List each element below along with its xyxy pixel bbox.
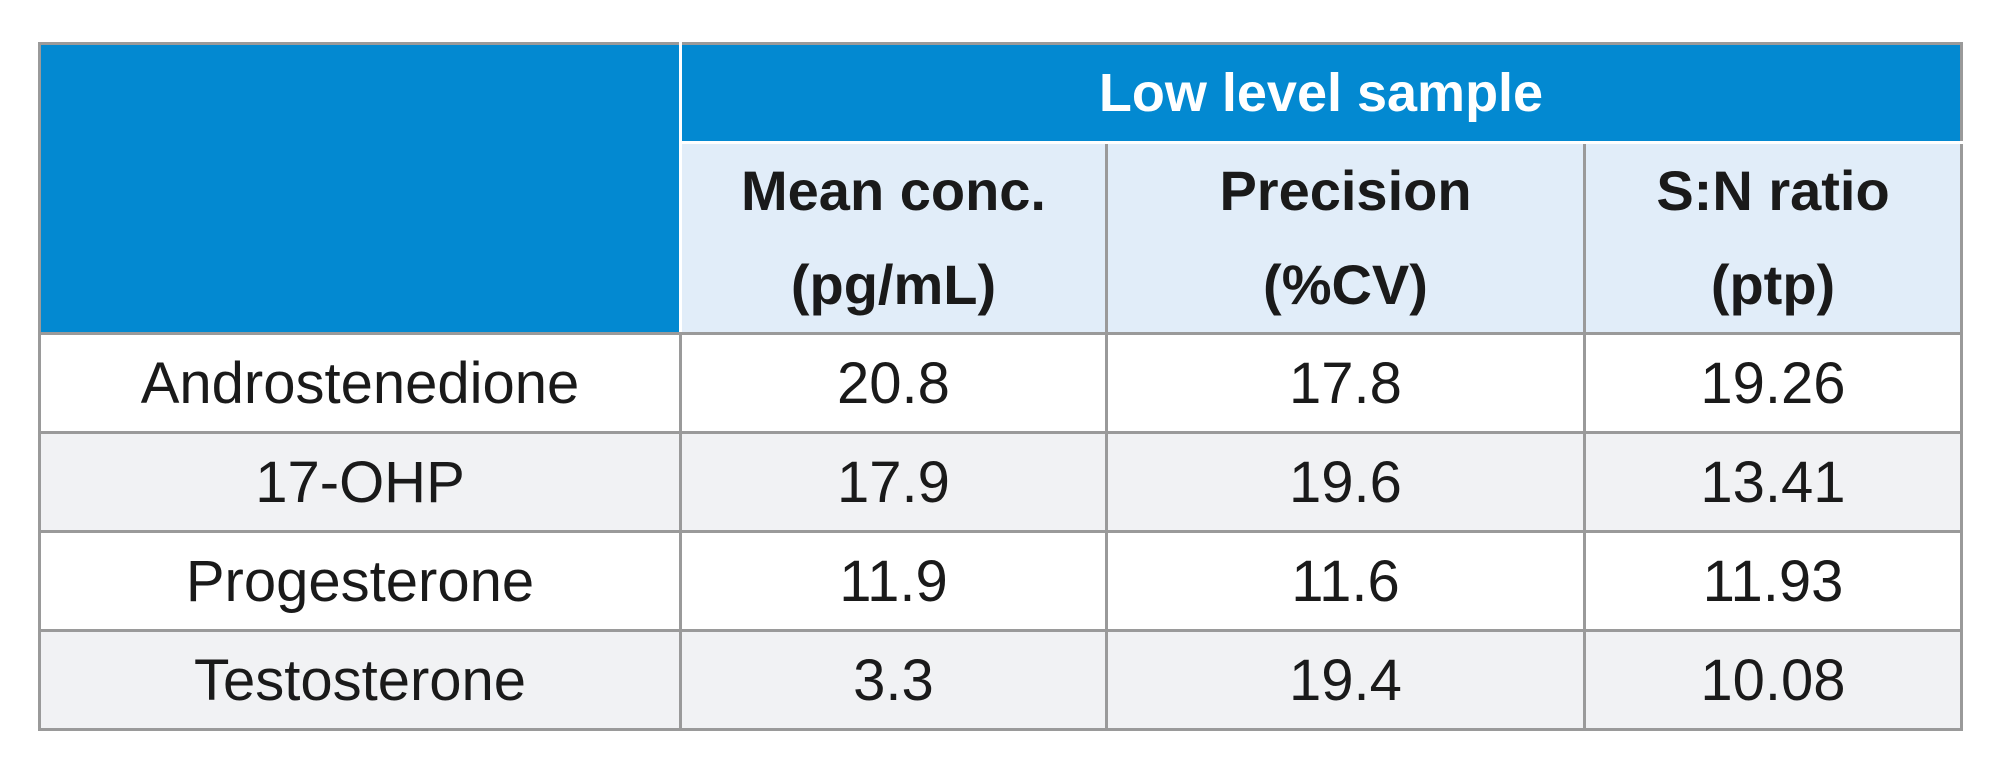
- table-cell: 10.08: [1583, 629, 1963, 731]
- column-header-line: Precision: [1219, 159, 1472, 222]
- column-header-unit: (%CV): [1263, 253, 1428, 316]
- table-row: Androstenedione 20.8 17.8 19.26: [38, 332, 1963, 434]
- header-row-columns: Mean conc. (pg/mL) Precision (%CV) S:N r…: [40, 141, 1963, 335]
- table-cell: 11.6: [1105, 530, 1586, 632]
- table-cell: 11.93: [1583, 530, 1963, 632]
- table-cell: 3.3: [679, 629, 1108, 731]
- table-row: Testosterone 3.3 19.4 10.08: [38, 629, 1963, 731]
- column-header-precision: Precision (%CV): [1105, 141, 1586, 335]
- group-header: Low level sample: [679, 42, 1963, 144]
- results-table-container: Low level sample Mean conc. (pg/mL) Prec…: [38, 42, 1963, 731]
- header-row-group: Low level sample: [38, 42, 1963, 335]
- results-table: Low level sample Mean conc. (pg/mL) Prec…: [38, 42, 1963, 731]
- table-cell: 19.6: [1105, 431, 1586, 533]
- table-row: Progesterone 11.9 11.6 11.93: [38, 530, 1963, 632]
- table-cell: 19.4: [1105, 629, 1586, 731]
- column-header-unit: (pg/mL): [790, 253, 997, 316]
- column-header-mean-conc: Mean conc. (pg/mL): [679, 141, 1108, 335]
- column-header-unit: (ptp): [1710, 253, 1836, 316]
- table-cell: 20.8: [679, 332, 1108, 434]
- row-label: Progesterone: [38, 530, 682, 632]
- row-label: Androstenedione: [38, 332, 682, 434]
- row-label: Testosterone: [38, 629, 682, 731]
- column-header-sn-ratio: S:N ratio (ptp): [1583, 141, 1963, 335]
- column-header-line: Mean conc.: [741, 159, 1046, 222]
- header-corner-cell: [38, 42, 682, 335]
- table-cell: 17.9: [679, 431, 1108, 533]
- table-cell: 17.8: [1105, 332, 1586, 434]
- column-header-line: S:N ratio: [1656, 159, 1890, 222]
- table-cell: 19.26: [1583, 332, 1963, 434]
- row-label: 17-OHP: [38, 431, 682, 533]
- table-cell: 13.41: [1583, 431, 1963, 533]
- table-cell: 11.9: [679, 530, 1108, 632]
- table-row: 17-OHP 17.9 19.6 13.41: [38, 431, 1963, 533]
